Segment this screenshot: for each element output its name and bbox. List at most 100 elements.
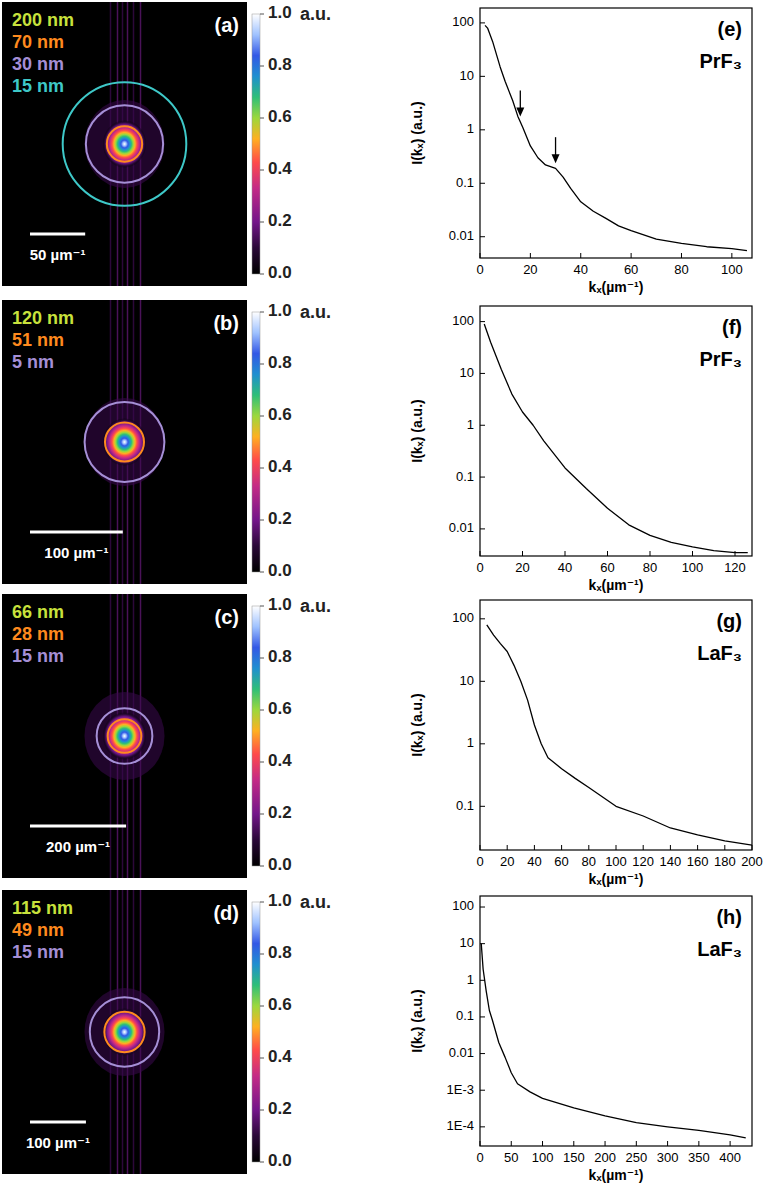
y-tick [480,477,485,478]
ring-label: 51 nm [12,330,64,350]
y-tick [480,528,485,529]
x-tick [542,1141,543,1146]
plot-frame [480,600,752,850]
x-tick-label: 160 [687,854,709,869]
colorbar-label: a.u. [300,596,331,616]
x-tick [692,551,693,556]
y-axis-title: I(kₓ) (a.u.) [409,989,425,1052]
x-tick-label: 40 [527,854,541,869]
y-tick [480,425,485,426]
line-panel: 0204060801000.010.1110100(e)PrF₃kₓ(µm⁻¹)… [409,8,752,295]
material-label: LaF₃ [697,642,742,664]
plot-frame [480,896,752,1146]
image-content [85,594,165,878]
x-tick-label: 100 [605,854,627,869]
halo [85,988,165,1076]
scale-bar [30,531,123,534]
x-tick [530,253,531,258]
x-tick-label: 80 [582,854,596,869]
ring [105,423,144,462]
colorbar [252,14,260,274]
x-tick [480,1141,481,1146]
colorbar-tick [260,902,264,903]
y-tick-label: 0.1 [456,175,474,190]
x-tick-label: 40 [558,560,572,575]
x-tick [697,845,698,850]
colorbar-tick [260,710,264,711]
colorbar-tick-label: 1.0 [268,3,292,22]
panel-letter: (a) [215,14,239,36]
image-content [85,890,165,1174]
colorbar-tick [260,222,264,223]
image-background [2,594,247,878]
panel-letter: (e) [718,18,742,40]
colorbar-tick-label: 0.8 [268,353,292,372]
y-tick-label: 0.01 [449,1045,474,1060]
colorbar-tick [260,762,264,763]
colorbar-tick-label: 0.6 [268,405,292,424]
x-tick [480,253,481,258]
image-panel: 120 nm51 nm5 nm(b)100 µm⁻¹0.00.20.40.60.… [2,300,331,584]
y-tick [480,1053,485,1054]
colorbar [252,312,260,572]
panel-letter: (d) [213,902,239,924]
ring [97,708,153,764]
arrow-shaft [520,90,521,109]
material-label: PrF₃ [699,348,742,370]
y-tick [480,743,485,744]
y-tick [480,76,485,77]
x-tick [681,253,682,258]
x-tick [561,845,562,850]
ring-label: 15 nm [12,646,64,666]
ring [63,82,187,206]
x-axis-title: kₓ(µm⁻¹) [589,871,644,887]
colorbar-tick-label: 0.4 [268,1047,292,1066]
colorbar-tick [260,520,264,521]
x-tick [607,551,608,556]
x-tick-label: 100 [532,1150,554,1165]
colorbar-tick-label: 0.8 [268,943,292,962]
colorbar-tick [260,364,264,365]
y-tick-label: 1 [467,972,474,987]
x-tick-label: 80 [643,560,657,575]
colorbar-tick-label: 0.6 [268,699,292,718]
x-tick-label: 60 [554,854,568,869]
colorbar-tick [260,118,264,119]
halo [85,100,165,188]
x-tick-label: 100 [721,262,743,277]
y-tick [480,183,485,184]
y-tick-label: 1 [467,417,474,432]
colorbar-tick [260,954,264,955]
y-tick-label: 100 [452,313,474,328]
colorbar-tick-label: 0.4 [268,159,292,178]
data-group [487,625,752,845]
ring [85,402,165,482]
colorbar-tick [260,416,264,417]
y-tick-label: 10 [460,673,474,688]
colorbar-tick-label: 0.0 [268,855,292,874]
x-tick-label: 140 [660,854,682,869]
panel-letter: (g) [716,610,742,632]
image-background [2,2,247,286]
ring-label: 28 nm [12,624,64,644]
ring-label: 49 nm [12,920,64,940]
halo [85,692,165,780]
y-tick-label: 0.1 [456,469,474,484]
x-tick [735,551,736,556]
colorbar-tick [260,274,264,275]
image-background [2,300,247,584]
y-tick [480,22,485,23]
colorbar-tick-label: 1.0 [268,595,292,614]
central-spot [103,1008,147,1056]
y-tick-label: 1E-4 [447,1118,474,1133]
colorbar-tick [260,1162,264,1163]
x-tick-label: 200 [741,854,763,869]
y-tick [480,618,485,619]
y-tick-label: 10 [460,935,474,950]
colorbar-tick-label: 0.8 [268,647,292,666]
x-tick [650,551,651,556]
x-tick [588,845,589,850]
colorbar-tick [260,1058,264,1059]
colorbar-tick-label: 1.0 [268,301,292,320]
ring-label: 30 nm [12,54,64,74]
